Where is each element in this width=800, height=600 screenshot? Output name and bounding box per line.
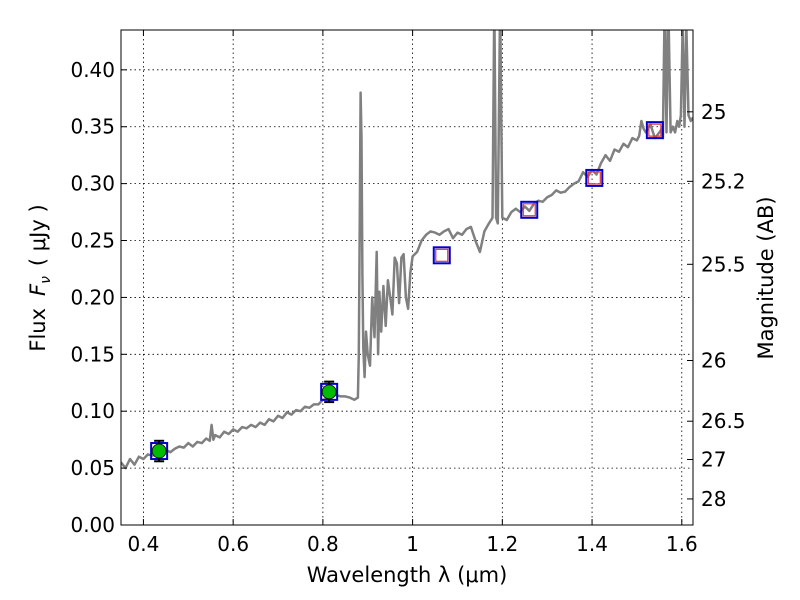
x-tick-label: 0.4 (128, 532, 160, 556)
x-tick-label: 0.6 (217, 532, 249, 556)
y-tick-label: 0.00 (70, 513, 115, 537)
y-tick-label: 0.30 (70, 172, 115, 196)
y-axis-label: Flux Fν ( μJy ) (26, 204, 54, 351)
model-flux-marker (432, 246, 451, 265)
y-tick-label: 0.25 (70, 229, 115, 253)
spectrum-line (121, 30, 693, 470)
photometry-point-band-1 (150, 439, 169, 463)
y-axis-label-text: Flux (26, 308, 50, 352)
x-tick-label: 0.8 (307, 532, 339, 556)
model-flux-marker (585, 168, 604, 187)
photometry-point-band-2 (320, 380, 339, 404)
y-tick-label: 0.20 (70, 285, 115, 309)
y-tick-label: 0.40 (70, 58, 115, 82)
y2-tick-label: 28 (701, 487, 726, 511)
y-tick-label: 0.35 (70, 115, 115, 139)
photometry-point-band-3 (432, 246, 451, 265)
model-flux-marker (520, 200, 539, 219)
y-tick-label: 0.05 (70, 456, 115, 480)
x-tick-label: 1 (406, 532, 419, 556)
y-tick-label: 0.15 (70, 342, 115, 366)
observed-flux-marker (151, 443, 167, 459)
predicted-flux-marker (648, 123, 662, 137)
y2-tick-label: 27 (701, 448, 726, 472)
predicted-flux-marker (587, 171, 601, 185)
x-tick-label: 1.4 (576, 532, 608, 556)
plot-frame (120, 29, 694, 526)
observed-flux-marker (321, 384, 337, 400)
plot-content (121, 30, 693, 470)
x-tick-label: 1.2 (486, 532, 518, 556)
axis-ticks: 0.4 0.6 0.8 1 1.2 1.4 1.6 0.00 0.05 0.10 0.15 0.20 0… (70, 30, 746, 556)
y2-axis-label: Magnitude (AB) (754, 196, 778, 359)
y2-tick-label: 25 (701, 100, 726, 124)
photometry-markers (150, 121, 664, 463)
grid-lines (121, 30, 693, 526)
y2-tick-label: 25.5 (701, 252, 746, 276)
y-tick-label: 0.10 (70, 399, 115, 423)
photometry-point-band-6 (645, 121, 664, 140)
y2-tick-label: 26 (701, 349, 726, 373)
y-axis-label-unit: ( μJy ) (26, 204, 50, 266)
predicted-flux-marker (435, 248, 449, 262)
y-axis-label-subscript: ν (38, 276, 54, 284)
model-flux-marker (645, 121, 664, 140)
predicted-flux-marker (522, 203, 536, 217)
x-axis-label: Wavelength λ (μm) (307, 563, 508, 587)
y-axis-label-symbol: F (26, 283, 50, 296)
x-tick-label: 1.6 (666, 532, 698, 556)
photometry-point-band-5 (585, 168, 604, 187)
y2-tick-label: 26.5 (701, 409, 746, 433)
photometry-point-band-4 (520, 200, 539, 219)
y2-tick-label: 25.2 (701, 169, 746, 193)
